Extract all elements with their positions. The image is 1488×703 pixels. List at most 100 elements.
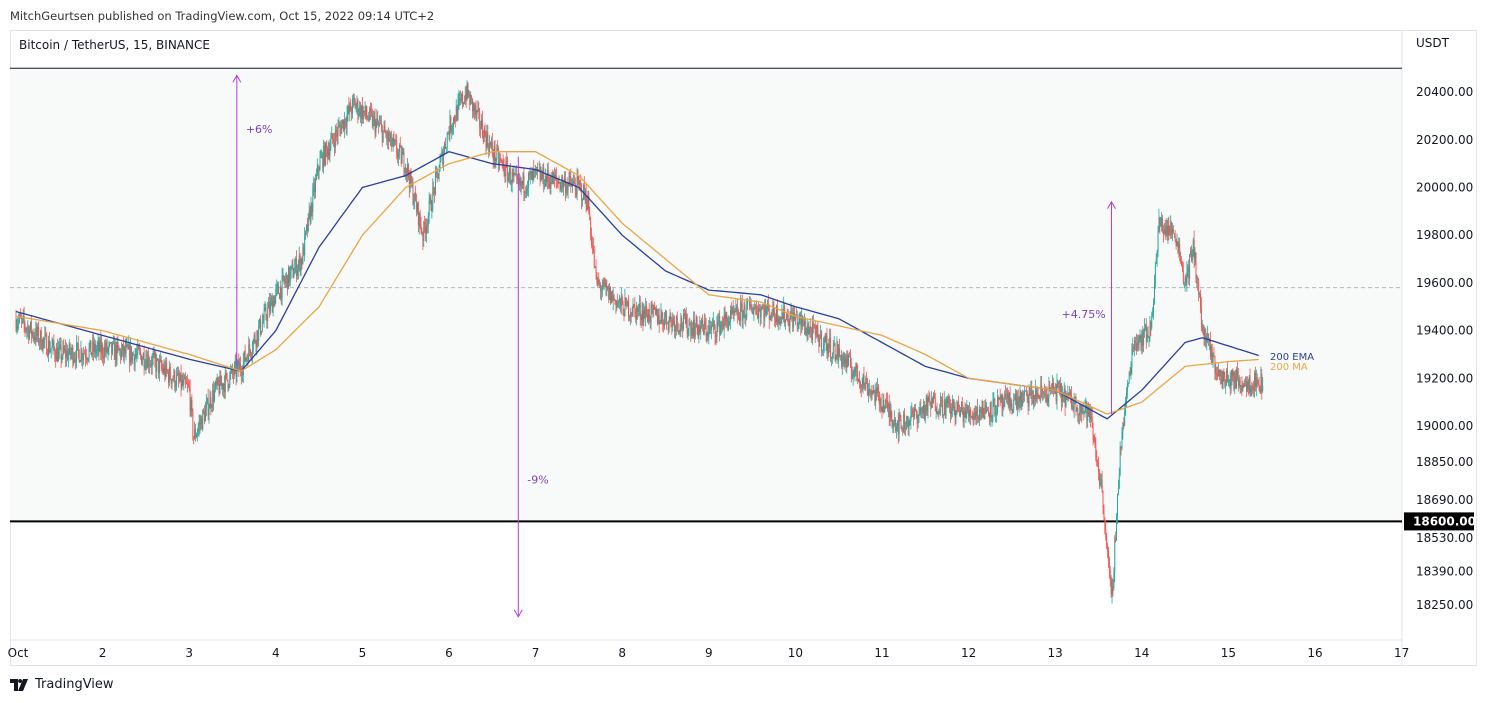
candle-body	[1179, 243, 1181, 256]
candle-body	[1126, 392, 1127, 402]
candle-body	[795, 316, 796, 320]
candle-body	[345, 124, 347, 127]
candle-body	[430, 197, 432, 211]
candle-body	[564, 178, 566, 194]
candle-body	[362, 110, 364, 120]
candle-body	[69, 343, 71, 355]
candle-body	[454, 120, 456, 122]
candle-body	[607, 286, 609, 290]
candle-body	[530, 171, 532, 174]
candle-body	[247, 357, 249, 364]
candle-body	[859, 378, 860, 383]
candle-body	[75, 358, 77, 362]
candle-body	[788, 324, 790, 326]
candle-body	[1113, 573, 1115, 588]
candle-body	[324, 145, 326, 165]
x-tick-label: 2	[99, 646, 107, 660]
candle-body	[380, 123, 382, 126]
candle-body	[244, 351, 246, 362]
y-tick-label: 19000.00	[1416, 419, 1473, 433]
support-price-label: 18600.00	[1413, 514, 1476, 528]
candle-body	[627, 301, 629, 307]
candle-body	[310, 203, 312, 222]
candle-body	[54, 348, 56, 357]
candle-body	[450, 116, 452, 132]
candle-body	[1140, 335, 1142, 347]
candle-body	[316, 165, 318, 175]
candle-body	[1137, 343, 1139, 346]
candle-body	[177, 373, 178, 376]
candle-body	[237, 360, 239, 366]
candle-body	[793, 312, 795, 328]
candle-body	[500, 159, 501, 161]
candle-body	[473, 103, 475, 112]
candle-body	[344, 118, 346, 125]
candle-body	[712, 324, 713, 326]
candle-body	[1189, 254, 1191, 279]
candle-body	[990, 402, 992, 418]
candle-body	[50, 347, 52, 350]
candle-body	[1144, 327, 1146, 332]
candle-body	[200, 418, 202, 425]
candle-body	[127, 344, 129, 350]
candle-body	[271, 298, 273, 313]
candle-body	[317, 165, 319, 172]
candle-body	[1246, 381, 1248, 392]
candle-body	[1008, 392, 1010, 406]
candle-body	[776, 306, 777, 323]
candle-body	[859, 382, 861, 386]
candle-body	[303, 245, 305, 256]
candle-body	[53, 340, 55, 349]
candle-body	[951, 399, 953, 411]
candle-body	[1006, 392, 1008, 399]
candle-body	[706, 333, 708, 336]
candle-body	[400, 146, 402, 164]
candle-body	[104, 347, 105, 359]
candle-body	[987, 409, 989, 412]
candle-body	[251, 350, 253, 355]
candle-body	[1200, 306, 1202, 327]
candle-body	[1184, 277, 1186, 283]
x-tick-label: 14	[1134, 646, 1149, 660]
candle-body	[336, 133, 338, 137]
candle-body	[210, 397, 212, 409]
measure-label: +4.75%	[1061, 308, 1105, 321]
candle-body	[1255, 372, 1256, 387]
candle-body	[650, 304, 652, 322]
candle-body	[201, 418, 203, 430]
candle-body	[1077, 408, 1079, 415]
candle-body	[189, 387, 191, 411]
candle-body	[388, 132, 390, 142]
candle-body	[113, 341, 114, 343]
candle-body	[872, 390, 874, 394]
candle-body	[513, 173, 515, 177]
y-tick-label: 18250.00	[1416, 598, 1473, 612]
ema-label: 200 EMA	[1270, 352, 1314, 363]
candle-body	[187, 384, 189, 386]
candle-body	[1227, 370, 1228, 381]
candle-body	[698, 325, 700, 337]
candle-body	[868, 389, 869, 395]
candle-body	[610, 287, 611, 304]
candle-body	[1000, 395, 1002, 401]
candle-body	[977, 407, 979, 418]
candle-body	[1036, 393, 1038, 401]
candle-body	[651, 304, 653, 306]
candle-body	[68, 343, 70, 354]
tradingview-logo[interactable]: TradingView	[10, 677, 114, 692]
candle-body	[779, 317, 781, 325]
candle-body	[511, 172, 513, 184]
candle-body	[140, 354, 142, 365]
candle-body	[1214, 356, 1216, 374]
candle-body	[193, 436, 195, 439]
candle-body	[571, 184, 573, 187]
candle-body	[655, 309, 657, 315]
candle-body	[292, 264, 294, 278]
candle-body	[383, 125, 385, 131]
candle-body	[466, 83, 468, 100]
candle-body	[545, 175, 547, 187]
candle-body	[1089, 409, 1090, 417]
candle-body	[539, 169, 541, 181]
candle-body	[1015, 393, 1017, 400]
